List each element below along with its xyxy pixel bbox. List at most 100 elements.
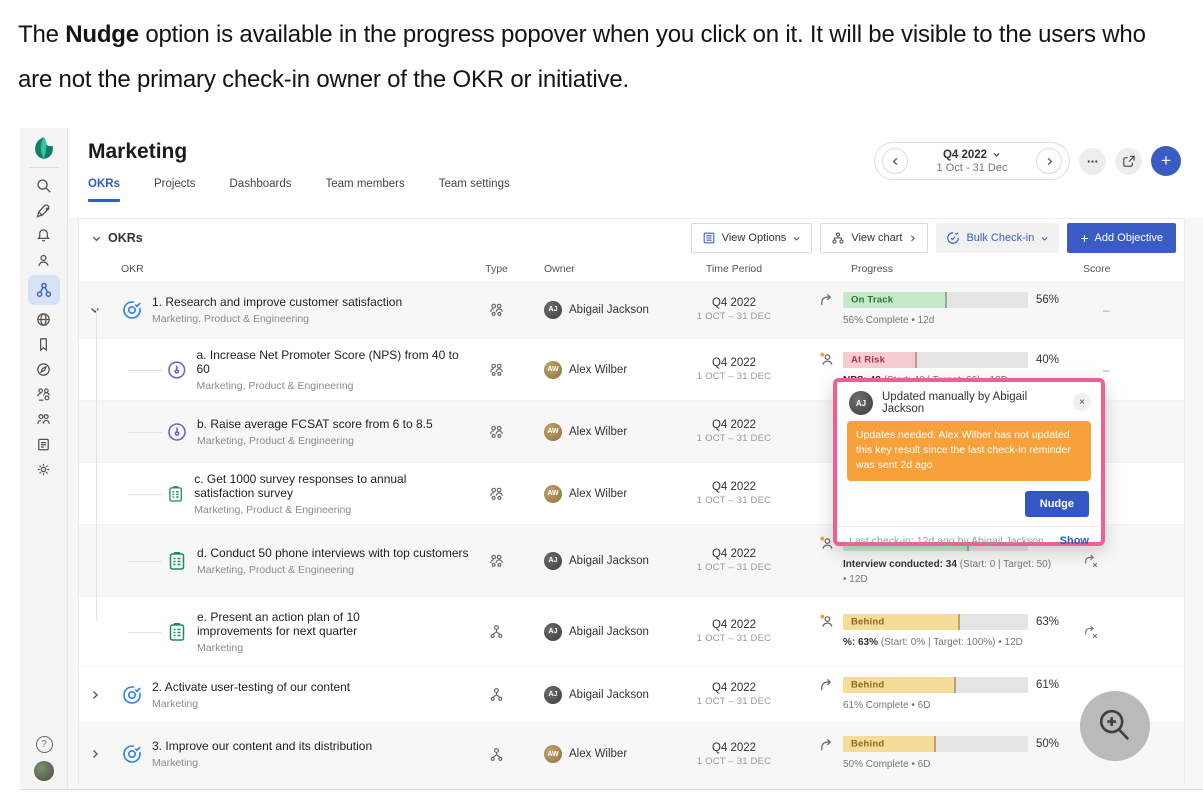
user-avatar[interactable] (34, 761, 54, 781)
progress-bar[interactable]: Behind (843, 676, 1028, 693)
progress-percent: 61% (1036, 678, 1060, 691)
row-expand-chevron[interactable] (79, 748, 111, 760)
progress-cell[interactable]: Behind 50% 50% Complete • 6D (804, 736, 1079, 772)
previous-period-button[interactable] (882, 148, 908, 174)
view-chart-button[interactable]: View chart (820, 223, 929, 253)
view-options-button[interactable]: View Options (690, 223, 813, 253)
bulk-checkin-button[interactable]: Bulk Check-in (936, 223, 1060, 253)
row-expand-chevron[interactable] (79, 689, 111, 701)
sidebar-item-quick-checkin[interactable] (28, 198, 60, 223)
period-display[interactable]: Q4 2022 1 Oct - 31 Dec (918, 149, 1026, 174)
time-period-cell: Q4 2022 1 OCT – 31 DEC (696, 481, 772, 506)
owner-cell[interactable]: AW Alex Wilber (524, 360, 664, 379)
show-link[interactable]: Show (1059, 534, 1089, 547)
search-icon (35, 177, 52, 194)
sidebar-item-notes[interactable] (28, 432, 60, 457)
table-row[interactable]: 3. Improve our content and its distribut… (79, 723, 1184, 785)
sidebar-item-settings[interactable] (28, 457, 60, 482)
app-sidebar: ? (20, 128, 68, 789)
tab-team-members[interactable]: Team members (325, 178, 405, 190)
viva-goals-logo-icon[interactable] (31, 135, 57, 161)
share-button[interactable] (1115, 147, 1142, 175)
check-circle-icon (946, 231, 960, 245)
tab-projects[interactable]: Projects (153, 178, 196, 190)
okr-title[interactable]: c. Get 1000 survey responses to annual s… (194, 471, 407, 500)
okr-title[interactable]: 3. Improve our content and its distribut… (152, 739, 373, 753)
add-button[interactable]: + (1151, 146, 1181, 176)
magnifier-plus-icon (1093, 704, 1137, 748)
progress-cell[interactable]: Behind 63% %: 63% (Start: 0% | Target: 1… (804, 613, 1079, 650)
okr-title[interactable]: 1. Research and improve customer satisfa… (152, 294, 403, 309)
progress-bar[interactable]: At Risk (843, 351, 1028, 368)
help-icon[interactable]: ? (35, 736, 53, 753)
okr-title[interactable]: a. Increase Net Promoter Score (NPS) fro… (196, 347, 459, 376)
okrs-section-toggle[interactable]: OKRs (91, 231, 143, 245)
table-header: OKR Type Owner Time Period Progress Scor… (79, 257, 1184, 281)
table-row[interactable]: e. Present an action plan of 10 improvem… (79, 597, 1184, 667)
image-zoom-widget[interactable] (1080, 691, 1150, 761)
tab-dashboards[interactable]: Dashboards (229, 178, 292, 190)
chevron-down-icon (91, 233, 102, 244)
sidebar-item-explore[interactable] (28, 357, 60, 382)
owner-cell[interactable]: AJ Abigail Jackson (524, 300, 664, 319)
gear-icon (35, 461, 52, 478)
nudge-button[interactable]: Nudge (1024, 490, 1089, 517)
owner-cell[interactable]: AJ Abigail Jackson (524, 685, 664, 704)
time-period-selector: Q4 2022 1 Oct - 31 Dec (874, 142, 1070, 180)
progress-cell[interactable]: On Track 56% 56% Complete • 12d (804, 291, 1079, 328)
alignment-removed-icon[interactable] (1079, 624, 1184, 640)
sidebar-item-my-okrs[interactable] (28, 248, 60, 273)
sidebar-item-search[interactable] (28, 173, 60, 198)
next-period-button[interactable] (1036, 148, 1062, 174)
progress-detail: %: 63% (Start: 0% | Target: 100%) • 12D (843, 637, 1023, 648)
owner-cell[interactable]: AW Alex Wilber (524, 422, 664, 441)
tree-branch-line (128, 560, 162, 562)
okr-teams: Marketing (152, 697, 199, 710)
time-period-cell: Q4 2022 1 OCT – 31 DEC (696, 419, 772, 444)
progress-bar[interactable]: Behind (843, 613, 1028, 630)
progress-bar[interactable]: On Track (843, 291, 1028, 308)
tab-bar: OKRs Projects Dashboards Team members Te… (88, 178, 1183, 202)
okr-title[interactable]: e. Present an action plan of 10 improvem… (197, 609, 360, 638)
quick-checkin-icon (35, 202, 52, 219)
more-options-button[interactable] (1079, 147, 1106, 175)
sidebar-item-team-okrs[interactable] (27, 275, 60, 305)
okr-title[interactable]: d. Conduct 50 phone interviews with top … (197, 545, 469, 560)
owner-cell[interactable]: AW Alex Wilber (524, 484, 664, 503)
owner-cell[interactable]: AJ Abigail Jackson (524, 622, 664, 641)
chevron-right-icon (1044, 156, 1055, 167)
sidebar-item-teams[interactable] (28, 382, 60, 407)
plus-icon: + (1080, 230, 1089, 246)
owner-cell[interactable]: AW Alex Wilber (524, 745, 664, 763)
chart-nodes-icon (831, 231, 845, 245)
table-row[interactable]: 2. Activate user-testing of our content … (79, 667, 1184, 723)
sidebar-item-notifications[interactable] (28, 223, 60, 248)
bell-icon (35, 227, 52, 244)
okr-title[interactable]: b. Raise average FCSAT score from 6 to 8… (197, 416, 433, 431)
sidebar-item-organization[interactable] (28, 307, 60, 332)
progress-cell[interactable]: Behind 61% 61% Complete • 6D (804, 676, 1079, 713)
tab-team-settings[interactable]: Team settings (438, 178, 510, 190)
alignment-removed-icon[interactable] (1079, 553, 1184, 569)
progress-detail: Interview conducted: 34 (Start: 0 | Targ… (843, 558, 1052, 585)
sidebar-item-people[interactable] (28, 407, 60, 432)
list-icon (702, 231, 716, 245)
progress-bar[interactable]: Behind (843, 736, 1028, 752)
close-icon[interactable]: × (1073, 393, 1091, 411)
owner-cell[interactable]: AJ Abigail Jackson (524, 551, 664, 570)
time-period-cell: Q4 2022 1 OCT – 31 DEC (696, 548, 772, 573)
column-progress: Progress (851, 263, 894, 275)
share-icon (1121, 154, 1136, 169)
table-row[interactable]: c. Get 1000 survey responses to annual s… (79, 463, 1184, 525)
metric-kr-icon (166, 421, 188, 443)
add-objective-button[interactable]: + Add Objective (1067, 223, 1176, 253)
tab-okrs[interactable]: OKRs (88, 178, 120, 202)
okr-title[interactable]: 2. Activate user-testing of our content (152, 679, 351, 694)
row-expand-chevron[interactable] (79, 304, 111, 316)
table-row[interactable]: 1. Research and improve customer satisfa… (79, 281, 1184, 339)
column-time-period: Time Period (705, 263, 763, 275)
popover-header-text: Updated manually by Abigail Jackson (882, 391, 1028, 415)
sidebar-item-bookmarks[interactable] (28, 332, 60, 357)
chevron-down-icon (1040, 234, 1049, 243)
org-people-icon (35, 386, 52, 403)
